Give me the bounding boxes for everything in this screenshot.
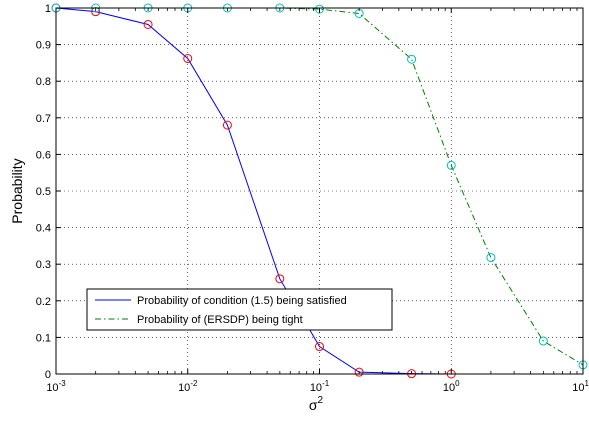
y-tick-label: 1 [45,3,51,15]
x-tick-label-exponent: -1 [322,379,330,388]
legend-box [86,288,393,331]
axis-ticks: 10-3 10-2 10-1 100 10100.10.20.30.40.50.60.7… [36,3,589,394]
x-tick-label: 10-1 [310,379,330,394]
series-1-point [183,54,193,64]
x-tick-label-exponent: 0 [455,379,460,388]
x-tick-label-base: 10 [572,382,584,394]
x-tick-label-exponent: -2 [190,379,198,388]
x-tick-label: 10-2 [178,379,198,394]
y-tick-label: 0.5 [36,186,51,198]
x-tick-label: 100 [443,379,460,394]
y-tick-label: 0.7 [36,113,51,125]
x-axis-label-exponent: 2 [318,395,324,406]
x-tick-label-base: 10 [310,382,322,394]
series-2-point [538,336,548,346]
series-2-point [407,54,417,64]
x-axis-label-base: σ [309,397,318,413]
y-axis-label: Probability [9,158,25,223]
y-tick-label: 0.8 [36,76,51,88]
y-tick-label: 0.6 [36,149,51,161]
legend: Probability of condition (1.5) being sat… [86,288,393,331]
x-tick-label-exponent: -3 [59,379,67,388]
x-tick-label-base: 10 [443,382,455,394]
x-tick-label: 10-3 [46,379,66,394]
series-1-point [315,342,324,352]
x-tick-label: 101 [572,379,589,394]
y-tick-label: 0.2 [36,296,51,308]
y-tick-label: 0.9 [36,40,51,52]
series-1-point [222,120,232,130]
legend-label-series-1: Probability of condition (1.5) being sat… [137,295,347,307]
series-2-point [315,4,324,14]
y-tick-label: 0 [45,369,51,381]
series-2-point [446,160,456,170]
legend-label-series-2: Probability of (ERSDP) being tight [137,314,303,326]
y-tick-label: 0.3 [36,259,51,271]
series-1-line [55,7,452,375]
series-1-point [275,274,285,284]
x-axis-label: σ2 [309,395,324,413]
series-1-point [143,19,153,29]
y-tick-label: 0.4 [36,223,51,235]
x-tick-label-base: 10 [178,382,190,394]
series-2-point [486,253,496,263]
y-tick-label: 0.1 [36,332,51,344]
x-tick-label-base: 10 [46,382,58,394]
x-tick-label-exponent: 1 [585,379,589,388]
series-1-point [354,367,364,377]
